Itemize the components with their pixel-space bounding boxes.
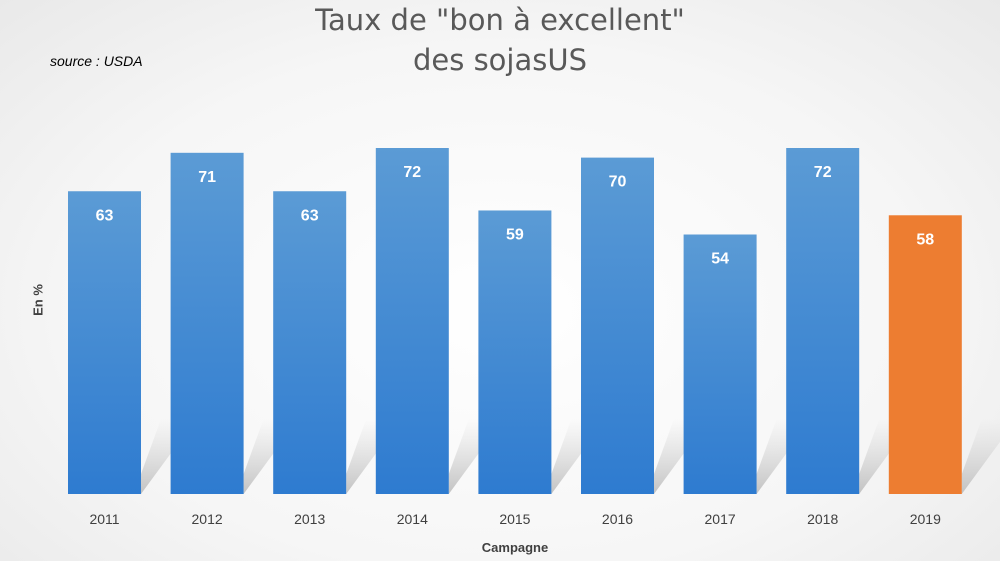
x-ticks-group: 2011 2012 2013 2014 2015 2016 2017 2018 2019 (89, 511, 941, 527)
x-tick-2017: 2017 (705, 511, 736, 527)
bar-2011 (68, 191, 141, 494)
x-axis-label: Campagne (481, 540, 549, 555)
x-tick-2019: 2019 (910, 511, 941, 527)
data-label-2012: 71 (198, 169, 216, 186)
x-tick-2016: 2016 (602, 511, 633, 527)
bar-2018 (786, 148, 860, 494)
data-labels-group: 63 71 63 72 59 70 54 72 58 (96, 164, 935, 268)
bar-2019 (888, 215, 962, 494)
x-tick-2015: 2015 (499, 511, 530, 527)
data-label-2018: 72 (814, 164, 832, 181)
chart-title: Taux de "bon à excellent" des sojasUS (0, 0, 1000, 80)
bars-group (68, 148, 962, 495)
bar-2016 (581, 157, 654, 494)
chart-title-line-1: Taux de "bon à excellent" (315, 3, 685, 37)
data-label-2014: 72 (403, 164, 421, 181)
x-tick-2013: 2013 (294, 511, 325, 527)
data-label-2015: 59 (506, 226, 524, 243)
x-tick-2012: 2012 (192, 511, 223, 527)
bar-shadow-2019 (961, 419, 1000, 494)
data-label-2017: 54 (711, 251, 729, 268)
data-label-2019: 58 (916, 231, 934, 248)
bar-2014 (375, 148, 449, 494)
chart-subtitle: des sojasUS (413, 43, 587, 77)
x-tick-2011: 2011 (89, 511, 119, 527)
bar-2012 (170, 152, 244, 495)
bar-2017 (683, 234, 757, 494)
bar-shadows (141, 419, 1000, 494)
x-tick-2014: 2014 (397, 511, 428, 527)
data-label-2013: 63 (301, 207, 319, 224)
bar-2015 (478, 210, 552, 494)
bar-2013 (273, 191, 347, 494)
data-label-2011: 63 (96, 207, 114, 224)
x-tick-2018: 2018 (807, 511, 838, 527)
source-note: source : USDA (50, 53, 143, 69)
data-label-2016: 70 (609, 174, 627, 191)
